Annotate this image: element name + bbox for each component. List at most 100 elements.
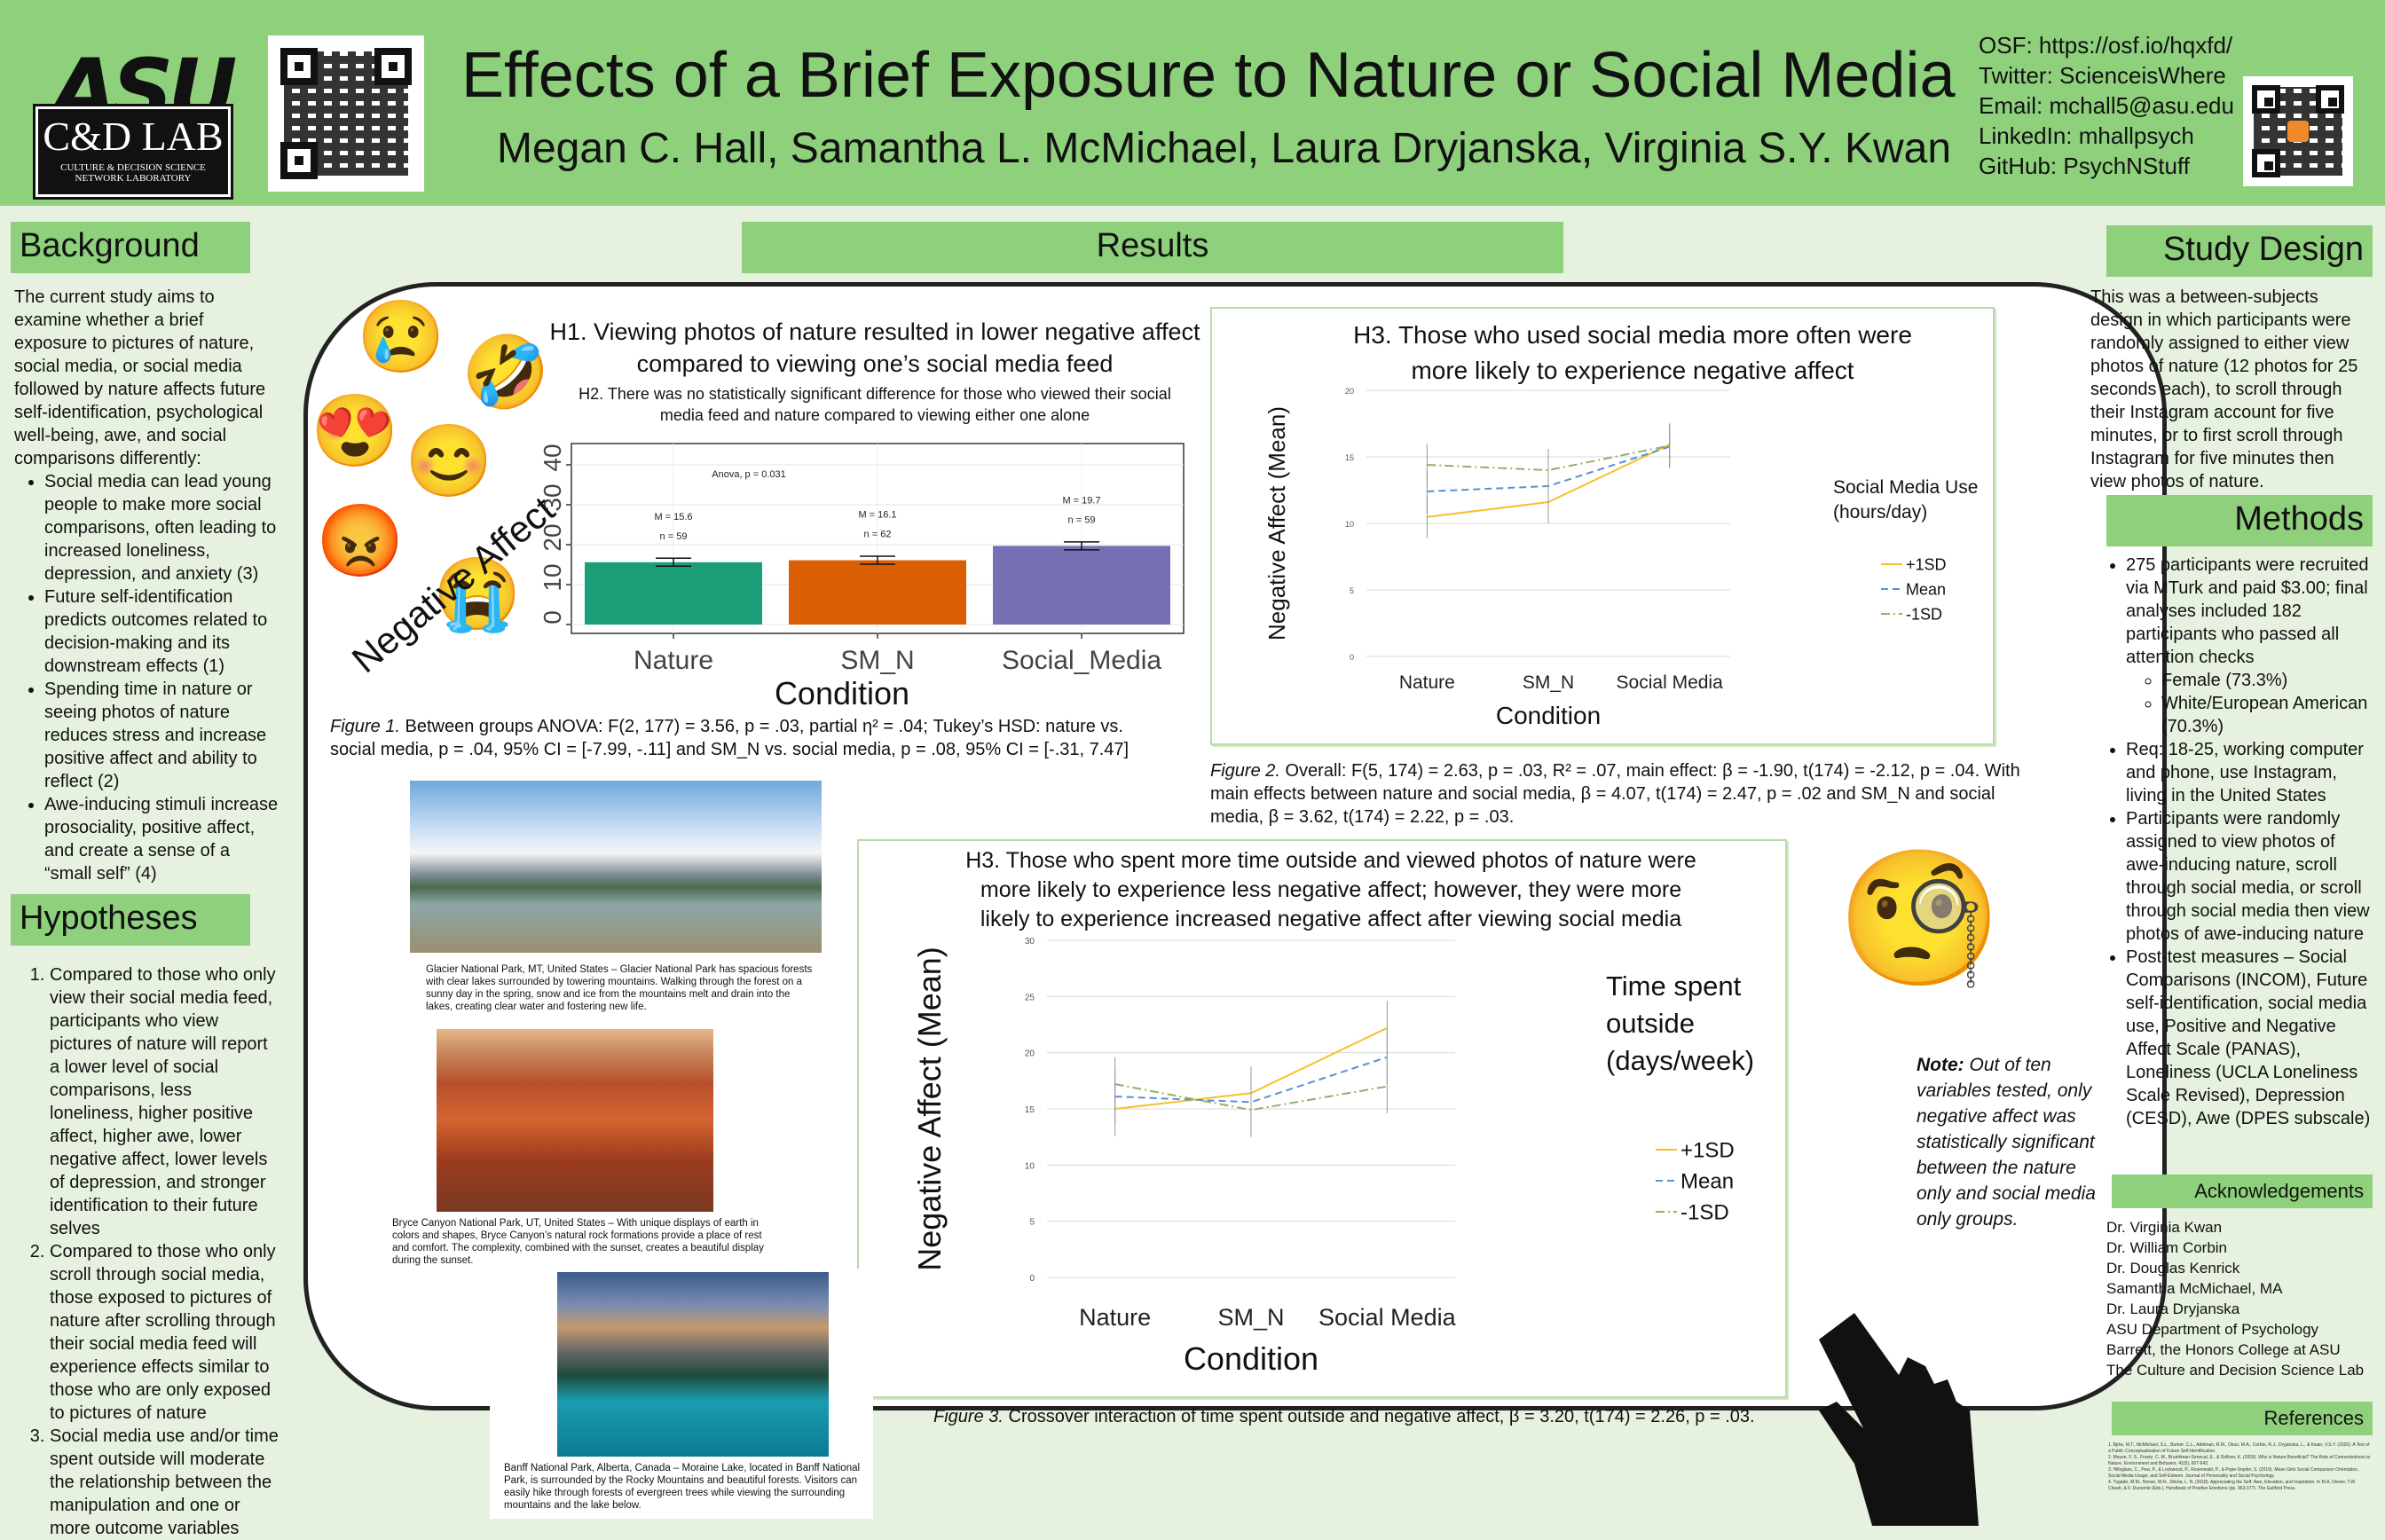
note-text: Out of ten variables tested, only negati… — [1917, 1055, 2096, 1230]
y-axis-label: Negative Affect — [344, 488, 563, 680]
h3a-title: H3. Those who used social media more oft… — [1353, 321, 1912, 384]
contact-email[interactable]: Email: mchall5@asu.edu — [1979, 92, 2234, 119]
loudly-crying-icon: 😭 — [433, 554, 522, 633]
series-line-mean — [1114, 1056, 1388, 1104]
contact-osf[interactable]: OSF: https://osf.io/hqxfd/ — [1979, 32, 2233, 59]
legend-title: (days/week) — [1606, 1045, 1754, 1076]
smiling-face-icon: 😊 — [405, 421, 493, 500]
y-tick-label: 10 — [1025, 1161, 1035, 1171]
contact-linkedin[interactable]: LinkedIn: mhallpsych — [1979, 122, 2194, 149]
photo-card-glacier: Glacier National Park, MT, United States… — [390, 772, 834, 1038]
methods-bullet: Post-test measures – Social Comparisons … — [2126, 946, 2373, 1130]
legend-title: Social Media Use — [1833, 477, 1978, 498]
h3b-title: H3. Those who spent more time outside an… — [965, 848, 1696, 931]
banff-photo — [557, 1272, 829, 1457]
background-intro: The current study aims to examine whethe… — [14, 287, 266, 468]
photo-card-bryce: Bryce Canyon National Park, UT, United S… — [378, 1025, 786, 1274]
photo-card-banff: Banff National Park, Alberta, Canada – M… — [490, 1269, 873, 1519]
acknowledgements-list: Dr. Virginia Kwan Dr. William Corbin Dr.… — [2106, 1217, 2373, 1380]
y-tick-label: 20 — [1025, 1049, 1035, 1059]
y-tick-label: 20 — [539, 523, 566, 551]
background-section: The current study aims to examine whethe… — [14, 286, 280, 885]
note-label: Note: — [1917, 1055, 1964, 1075]
y-axis-label: Negative Affect (Mean) — [911, 947, 948, 1271]
legend-label: -1SD — [1906, 605, 1942, 623]
n-label: n = 62 — [864, 530, 892, 540]
legend-label: Mean — [1681, 1169, 1734, 1193]
bar-sm-n — [789, 560, 966, 625]
ack-name: Samantha McMichael, MA — [2106, 1280, 2283, 1297]
methods-bullet: Req: 18-25, working computer and phone, … — [2126, 738, 2373, 807]
legend-title: Time spent — [1606, 970, 1742, 1002]
x-tick-label: Nature — [1079, 1304, 1151, 1331]
y-tick-label: 15 — [1025, 1105, 1035, 1115]
qr-code-icon — [268, 35, 424, 192]
x-tick-label: SM_N — [1217, 1304, 1284, 1331]
poster-title: Effects of a Brief Exposure to Nature or… — [461, 40, 1956, 111]
y-tick-label: 0 — [1350, 653, 1354, 662]
lab-name: C&D LAB — [43, 114, 224, 159]
methods-bullet: Participants were randomly assigned to v… — [2126, 807, 2373, 946]
y-tick-label: 0 — [539, 610, 566, 625]
heart-eyes-icon: 😍 — [311, 391, 399, 470]
ack-name: Dr. William Corbin — [2106, 1239, 2228, 1256]
ack-name: Barrett, the Honors College at ASU — [2106, 1341, 2341, 1358]
methods-sub-bullet: Female (73.3%) — [2161, 669, 2373, 692]
asu-logo: ASU C&D LAB CULTURE & DECISION SCIENCE N… — [27, 25, 237, 200]
figure1-bar-chart: 0 10 20 30 40 M = 15.6 n = 59 Nature M = 16.1 n =… — [344, 443, 1185, 711]
methods-bullet: 275 participants were recruited via MTur… — [2126, 554, 2373, 738]
figure1-caption-text: Between groups ANOVA: F(2, 177) = 3.56, … — [330, 717, 1130, 759]
reference-item: 3. Hillsglass, C., Pew, P., & Lockwood, … — [2108, 1467, 2359, 1479]
contact-twitter[interactable]: Twitter: ScienceisWhere — [1979, 62, 2226, 89]
ack-name: Dr. Douglas Kenrick — [2106, 1260, 2240, 1277]
y-tick-label: 40 — [539, 444, 566, 471]
figure1-caption: Figure 1. Between groups ANOVA: F(2, 177… — [330, 715, 1164, 761]
angry-face-icon: 😡 — [316, 501, 405, 580]
reference-item: 1. Bjrke, M.T., McMichael, S.L., Burker,… — [2108, 1442, 2370, 1454]
background-bullet: Awe-inducing stimuli increase prosociali… — [44, 793, 280, 885]
poster-authors: Megan C. Hall, Samantha L. McMichael, La… — [497, 125, 1952, 172]
contact-github[interactable]: GitHub: PsychNStuff — [1979, 153, 2190, 179]
figure1-label: Figure 1. — [330, 717, 400, 736]
study-design-heading: Study Design — [2106, 225, 2373, 277]
mean-label: M = 16.1 — [858, 510, 896, 521]
y-tick-label: 10 — [1345, 520, 1354, 529]
series-line-minus1sd — [1427, 444, 1670, 472]
y-tick-label: 10 — [539, 563, 566, 591]
y-tick-label: 20 — [1345, 387, 1354, 396]
x-tick-label: SM_N — [1523, 672, 1574, 693]
figure2-box — [1210, 307, 1995, 745]
hypothesis-item: Compared to those who only view their so… — [50, 963, 280, 1240]
background-bullet: Future self-identification predicts outc… — [44, 585, 280, 678]
legend-label: +1SD — [1681, 1138, 1735, 1162]
hypothesis-item: Social media use and/or time spent outsi… — [50, 1425, 280, 1540]
monocle-face-icon: 🧐 — [1837, 844, 2003, 993]
x-tick-label: Social Media — [1318, 1304, 1457, 1331]
h1-title: H1. Viewing photos of nature resulted in… — [549, 318, 1200, 377]
mean-label: M = 19.7 — [1062, 495, 1100, 506]
results-heading: Results — [742, 222, 1563, 273]
reference-item: 4. Tugade, M.M., Nesse, M.N., Shiota, L.… — [2108, 1480, 2357, 1491]
x-axis-label: Condition — [775, 675, 909, 711]
legend-label: +1SD — [1906, 555, 1947, 573]
x-axis-label: Condition — [1184, 1340, 1318, 1377]
study-design-text: This was a between-subjects design in wh… — [2090, 287, 2358, 491]
x-tick-label: Nature — [634, 646, 713, 675]
y-tick-label: 0 — [1029, 1274, 1035, 1284]
background-bullet: Social media can lead young people to ma… — [44, 470, 280, 585]
figure2-caption-text: Overall: F(5, 174) = 2.63, p = .03, R² =… — [1210, 761, 2020, 827]
rolling-laughing-icon: 🤣 — [461, 333, 550, 412]
figure3-caption: Figure 3. Crossover interaction of time … — [933, 1405, 1767, 1428]
ack-name: The Culture and Decision Science Lab — [2106, 1362, 2365, 1379]
figure3-line-chart: 0 5 10 15 20 25 30 Nature SM_N Social Media +1SD Me… — [911, 937, 1754, 1377]
ack-name: ASU Department of Psychology — [2106, 1321, 2319, 1338]
bryce-caption: Bryce Canyon National Park, UT, United S… — [392, 1218, 764, 1266]
x-axis-label: Condition — [1496, 702, 1601, 729]
x-tick-label: Social Media — [1617, 672, 1724, 693]
references-list: 1. Bjrke, M.T., McMichael, S.L., Burker,… — [2108, 1442, 2371, 1492]
figure2-line-chart: 0 5 10 15 20 Nature SM_N Social Media +1SD Mean -1… — [1263, 387, 1978, 729]
lab-subtitle: CULTURE & DECISION SCIENCE NETWORK LABOR… — [60, 162, 206, 184]
legend-label: Mean — [1906, 580, 1946, 598]
hypotheses-heading: Hypotheses — [11, 894, 250, 946]
banff-caption: Banff National Park, Alberta, Canada – M… — [504, 1463, 861, 1511]
